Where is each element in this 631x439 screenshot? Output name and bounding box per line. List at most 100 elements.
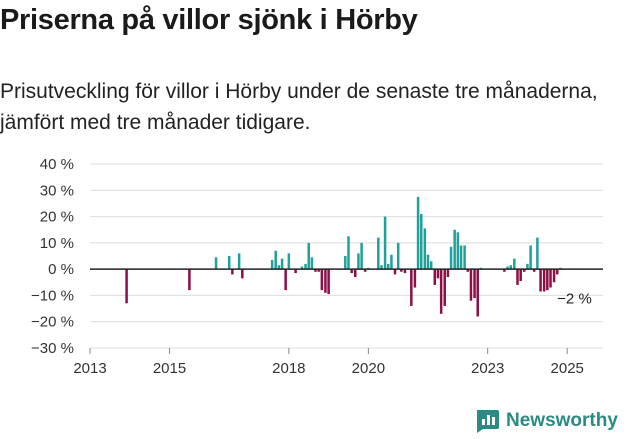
bar [439,269,443,314]
bar [456,232,460,270]
bar [466,269,470,272]
bar [188,269,191,291]
bar [344,256,347,270]
y-tick-label: 20 % [40,209,74,226]
bar [539,269,542,292]
bar [237,253,241,270]
bar [549,269,552,288]
bar [284,269,287,291]
bar [380,265,383,270]
bar [532,269,536,272]
bar [314,269,317,272]
bar [403,269,407,274]
x-tick-label: 2018 [272,360,305,377]
bar [519,269,522,281]
x-tick-label: 2025 [551,360,584,377]
y-tick-label: −10 % [31,287,74,304]
y-tick-label: −20 % [31,314,74,331]
bar [542,269,546,292]
bar [287,253,291,270]
bar [387,263,390,270]
bar [327,269,330,295]
data-bars [125,196,562,317]
bar [436,269,440,279]
bar [320,269,324,291]
bar [214,257,218,270]
bar [463,245,466,270]
bar [227,256,231,270]
bar [443,269,446,306]
bar [125,269,128,304]
grid-lines [90,163,603,349]
bar [383,216,387,270]
page-title: Priserna på villor sjönk i Hörby [0,4,418,36]
bar [529,245,532,270]
bar [459,245,463,270]
last-value-annotation: −2 % [557,290,592,307]
bar [280,258,284,270]
bar [513,258,516,270]
newsworthy-logo-icon [477,410,499,433]
bar [270,259,274,270]
bar [274,250,277,270]
bar [446,269,450,278]
bar [526,263,529,270]
bar [423,228,427,270]
bar [231,269,234,275]
bar [523,269,526,272]
bar [429,261,433,270]
bar [476,269,479,317]
bar [307,242,310,270]
bar [353,269,357,278]
bar [310,257,314,270]
bar [546,269,549,291]
bar [390,254,393,270]
bar [241,269,244,279]
bar [363,269,367,272]
bar [420,213,423,270]
bar [393,269,397,275]
bar [536,237,539,270]
y-tick-label: 10 % [40,235,74,252]
bar [324,269,327,293]
bar [294,269,297,274]
bar [396,242,400,270]
bar [413,269,417,288]
newsworthy-logo: Newsworthy [474,408,618,434]
y-tick-label: 40 % [40,156,74,173]
bar [416,196,420,270]
bar-chart: 40 %30 %20 %10 %0 %−10 %−20 %−30 % 2013 2… [31,156,603,377]
bar [556,269,559,275]
x-tick-label: 2023 [471,360,504,377]
bar [509,265,512,270]
bar [453,229,456,270]
bar [516,269,519,285]
bar [400,269,403,272]
chart-subtitle: Prisutveckling för villor i Hörby under … [0,80,598,134]
y-tick-label: 0 % [48,261,74,278]
bar [350,269,353,274]
bar [410,269,413,306]
bar [473,269,476,299]
bar [317,269,320,272]
bar [449,246,453,270]
bar [377,237,380,270]
bar [357,253,360,270]
bar [300,266,304,270]
bar [277,265,281,270]
bar [347,236,350,270]
x-tick-label: 2020 [352,360,385,377]
bar [506,266,509,270]
bar [503,269,506,272]
bar [469,269,473,301]
brand-name: Newsworthy [506,410,618,431]
x-tick-label: 2013 [73,360,106,377]
y-tick-label: −30 % [31,340,74,357]
bar [304,263,307,270]
y-tick-label: 30 % [40,182,74,199]
bar [426,254,430,270]
x-axis: 2013 2015 2018 2020 2023 2025 [73,348,584,377]
x-tick-label: 2015 [153,360,186,377]
bar [552,269,556,283]
bar [360,242,363,270]
